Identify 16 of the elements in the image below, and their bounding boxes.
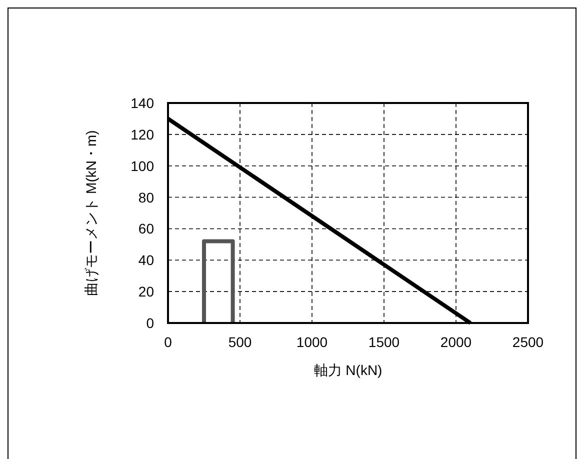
- y-tick-label: 60: [138, 220, 154, 237]
- x-tick-label: 1500: [368, 334, 400, 350]
- y-tick-label: 0: [146, 315, 154, 331]
- x-tick-label: 2000: [440, 334, 472, 350]
- x-tick-label: 2500: [512, 334, 544, 350]
- y-tick-label: 120: [130, 126, 154, 142]
- x-tick-label: 0: [164, 334, 172, 350]
- y-tick-label: 140: [130, 95, 154, 111]
- x-tick-label: 500: [228, 334, 252, 350]
- y-tick-label: 100: [130, 158, 154, 174]
- x-axis-title: 軸力 N(kN): [314, 362, 382, 378]
- x-tick-label: 1000: [296, 334, 328, 350]
- y-tick-label: 20: [138, 284, 154, 300]
- y-tick-label: 40: [138, 252, 154, 268]
- y-axis-title: 曲げモーメント M(kN・m): [83, 130, 99, 296]
- y-tick-label: 80: [138, 189, 154, 206]
